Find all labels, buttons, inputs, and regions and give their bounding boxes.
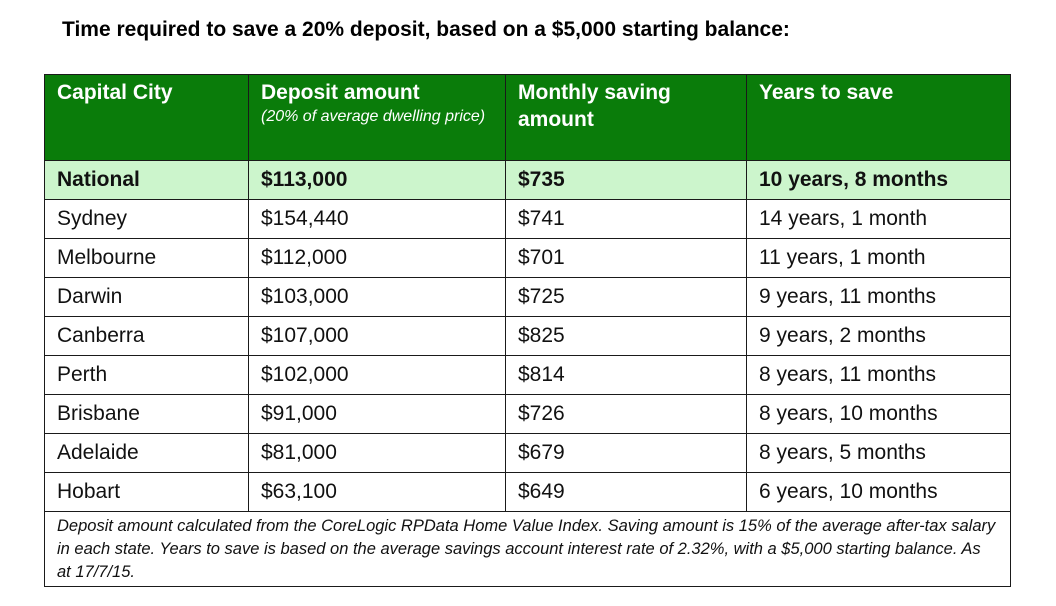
cell-deposit: $81,000 [248, 433, 506, 473]
header-monthly-saving: Monthly saving amount [505, 74, 747, 161]
cell-monthly: $649 [505, 472, 747, 512]
cell-city: National [44, 160, 249, 200]
cell-monthly: $814 [505, 355, 747, 395]
cell-monthly: $725 [505, 277, 747, 317]
cell-years: 9 years, 11 months [746, 277, 1011, 317]
header-capital-city: Capital City [44, 74, 249, 161]
header-years-to-save-label: Years to save [759, 81, 894, 104]
cell-monthly: $825 [505, 316, 747, 356]
cell-city: Perth [44, 355, 249, 395]
header-years-to-save: Years to save [746, 74, 1011, 161]
cell-years: 10 years, 8 months [746, 160, 1011, 200]
cell-years: 8 years, 11 months [746, 355, 1011, 395]
cell-years: 8 years, 10 months [746, 394, 1011, 434]
table-row: Sydney $154,440 $741 14 years, 1 month [44, 199, 1011, 239]
cell-deposit: $107,000 [248, 316, 506, 356]
deposit-savings-table: Capital City Deposit amount (20% of aver… [44, 74, 1011, 587]
cell-years: 14 years, 1 month [746, 199, 1011, 239]
cell-deposit: $63,100 [248, 472, 506, 512]
cell-city: Adelaide [44, 433, 249, 473]
cell-monthly: $679 [505, 433, 747, 473]
table-row: Melbourne $112,000 $701 11 years, 1 mont… [44, 238, 1011, 278]
cell-years: 9 years, 2 months [746, 316, 1011, 356]
header-deposit-amount-note: (20% of average dwelling price) [261, 108, 486, 125]
cell-deposit: $91,000 [248, 394, 506, 434]
cell-deposit: $103,000 [248, 277, 506, 317]
cell-deposit: $154,440 [248, 199, 506, 239]
cell-years: 11 years, 1 month [746, 238, 1011, 278]
cell-monthly: $726 [505, 394, 747, 434]
cell-years: 8 years, 5 months [746, 433, 1011, 473]
table-row: Canberra $107,000 $825 9 years, 2 months [44, 316, 1011, 356]
table-row-national: National $113,000 $735 10 years, 8 month… [44, 160, 1011, 200]
page-title: Time required to save a 20% deposit, bas… [62, 18, 790, 41]
cell-deposit: $113,000 [248, 160, 506, 200]
cell-monthly: $741 [505, 199, 747, 239]
header-deposit-amount-label: Deposit amount [261, 81, 420, 104]
cell-years: 6 years, 10 months [746, 472, 1011, 512]
cell-city: Hobart [44, 472, 249, 512]
cell-monthly: $701 [505, 238, 747, 278]
table-header-row: Capital City Deposit amount (20% of aver… [44, 74, 1011, 161]
header-deposit-amount: Deposit amount (20% of average dwelling … [248, 74, 506, 161]
table-row: Perth $102,000 $814 8 years, 11 months [44, 355, 1011, 395]
cell-city: Melbourne [44, 238, 249, 278]
header-monthly-saving-label: Monthly saving amount [518, 81, 671, 131]
table-row: Hobart $63,100 $649 6 years, 10 months [44, 472, 1011, 512]
cell-city: Canberra [44, 316, 249, 356]
cell-city: Brisbane [44, 394, 249, 434]
cell-city: Darwin [44, 277, 249, 317]
table-row: Darwin $103,000 $725 9 years, 11 months [44, 277, 1011, 317]
table-footnote: Deposit amount calculated from the CoreL… [44, 511, 1011, 587]
table-row: Brisbane $91,000 $726 8 years, 10 months [44, 394, 1011, 434]
cell-deposit: $102,000 [248, 355, 506, 395]
cell-deposit: $112,000 [248, 238, 506, 278]
header-capital-city-label: Capital City [57, 81, 173, 104]
cell-city: Sydney [44, 199, 249, 239]
table-footnote-row: Deposit amount calculated from the CoreL… [44, 511, 1011, 587]
cell-monthly: $735 [505, 160, 747, 200]
table-row: Adelaide $81,000 $679 8 years, 5 months [44, 433, 1011, 473]
